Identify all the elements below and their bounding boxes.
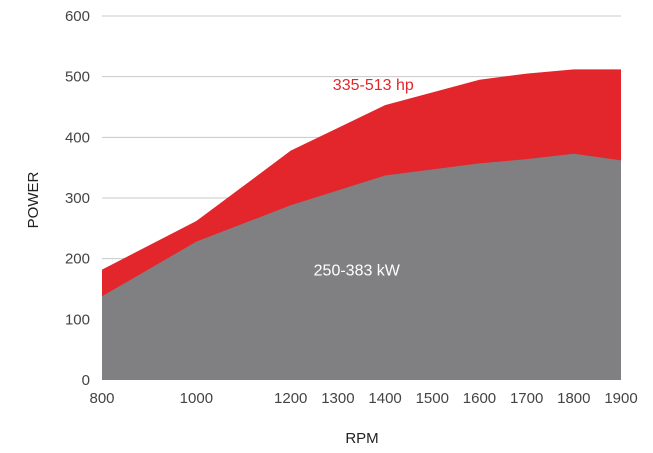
x-tick-label: 1200 bbox=[274, 390, 307, 407]
y-tick-label: 300 bbox=[65, 190, 90, 207]
x-axis-ticks: 800 1000 1200 1300 1400 1500 1600 1700 1800 1900 bbox=[89, 390, 637, 407]
y-axis-ticks: 0 100 200 300 400 500 600 bbox=[65, 8, 90, 389]
x-tick-label: 1900 bbox=[604, 390, 637, 407]
y-tick-label: 200 bbox=[65, 251, 90, 268]
x-tick-label: 1700 bbox=[510, 390, 543, 407]
y-tick-label: 0 bbox=[82, 372, 90, 389]
y-tick-label: 500 bbox=[65, 69, 90, 86]
x-axis-title: RPM bbox=[345, 430, 378, 447]
y-tick-label: 600 bbox=[65, 8, 90, 25]
area-series bbox=[102, 69, 621, 380]
annotation-label: 250-383 kW bbox=[314, 263, 401, 280]
annotation-label: 335-513 hp bbox=[333, 77, 414, 94]
y-axis-title: POWER bbox=[25, 172, 42, 229]
x-tick-label: 1300 bbox=[321, 390, 354, 407]
y-tick-label: 100 bbox=[65, 311, 90, 328]
y-tick-label: 400 bbox=[65, 129, 90, 146]
x-tick-label: 1500 bbox=[416, 390, 449, 407]
x-tick-label: 1400 bbox=[368, 390, 401, 407]
x-tick-label: 800 bbox=[89, 390, 114, 407]
x-tick-label: 1800 bbox=[557, 390, 590, 407]
x-tick-label: 1600 bbox=[463, 390, 496, 407]
x-tick-label: 1000 bbox=[180, 390, 213, 407]
